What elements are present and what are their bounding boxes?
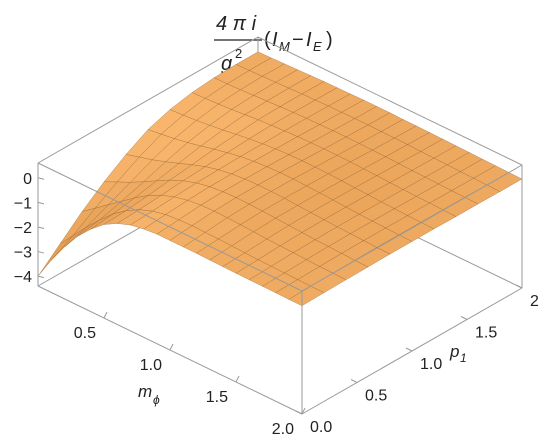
plot-title: 4 π i g 2 ( I M − I E ) xyxy=(214,13,333,75)
x-axis-ticks: 0.5 1.0 1.5 2.0 xyxy=(74,311,306,438)
z-tick-label-1: −1 xyxy=(14,195,32,212)
x-axis-label-symbol: m xyxy=(138,382,152,401)
x-tick-mark-1 xyxy=(169,343,174,351)
y-tick-mark-4 xyxy=(515,284,523,289)
z-tick-label-3: −3 xyxy=(14,245,32,262)
title-left-subscript: M xyxy=(279,39,290,54)
title-right-symbol: I xyxy=(306,29,312,51)
z-tick-mark-3 xyxy=(37,251,45,254)
box-edge-top-front-left xyxy=(37,162,303,292)
title-denominator-base: g xyxy=(221,53,232,75)
y-tick-label-1: 0.5 xyxy=(365,388,387,405)
box-edge-top-left xyxy=(37,36,259,164)
z-tick-mark-4 xyxy=(37,275,45,279)
y-tick-mark-3 xyxy=(460,316,468,320)
title-minus: − xyxy=(292,29,304,51)
y-axis-label-symbol: p xyxy=(449,342,459,361)
box-edge-top-front-right xyxy=(301,164,523,292)
y-tick-mark-1 xyxy=(350,379,358,383)
x-tick-mark-3 xyxy=(301,407,306,415)
surface-mesh xyxy=(37,51,523,307)
title-left-symbol: I xyxy=(272,29,278,51)
y-tick-mark-0 xyxy=(295,410,303,415)
x-tick-label-3: 2.0 xyxy=(272,421,294,438)
title-denominator-exponent: 2 xyxy=(235,46,242,61)
x-tick-mark-2 xyxy=(235,375,240,383)
z-tick-label-4: −4 xyxy=(14,269,32,286)
title-open-paren: ( xyxy=(264,29,271,51)
x-tick-label-1: 1.0 xyxy=(140,357,162,374)
z-axis-ticks: 0 −1 −2 −3 −4 xyxy=(14,171,45,286)
title-numerator: 4 π i xyxy=(216,13,257,35)
z-tick-label-0: 0 xyxy=(23,171,32,188)
z-tick-mark-0 xyxy=(37,177,45,180)
y-tick-label-2: 1.0 xyxy=(420,356,442,373)
z-tick-mark-2 xyxy=(37,226,45,229)
x-tick-label-0: 0.5 xyxy=(74,325,96,342)
box-edge-top-back xyxy=(257,36,523,166)
y-axis-ticks: 0.0 0.5 1.0 1.5 2.0 xyxy=(295,284,540,436)
title-right-subscript: E xyxy=(313,39,322,54)
y-axis-label: p 1 xyxy=(449,342,467,365)
z-tick-label-2: −2 xyxy=(14,220,32,237)
y-tick-label-0: 0.0 xyxy=(310,419,332,436)
title-close-paren: ) xyxy=(326,29,333,51)
z-tick-mark-1 xyxy=(37,201,45,205)
x-axis-label-subscript: ϕ xyxy=(153,393,160,407)
y-axis-label-subscript: 1 xyxy=(460,351,467,365)
x-tick-mark-0 xyxy=(103,311,108,319)
y-tick-label-4: 2.0 xyxy=(530,293,540,310)
x-axis-label: m ϕ xyxy=(138,382,160,407)
x-tick-label-2: 1.5 xyxy=(206,389,228,406)
y-tick-mark-2 xyxy=(405,347,413,352)
y-tick-label-3: 1.5 xyxy=(475,325,497,342)
